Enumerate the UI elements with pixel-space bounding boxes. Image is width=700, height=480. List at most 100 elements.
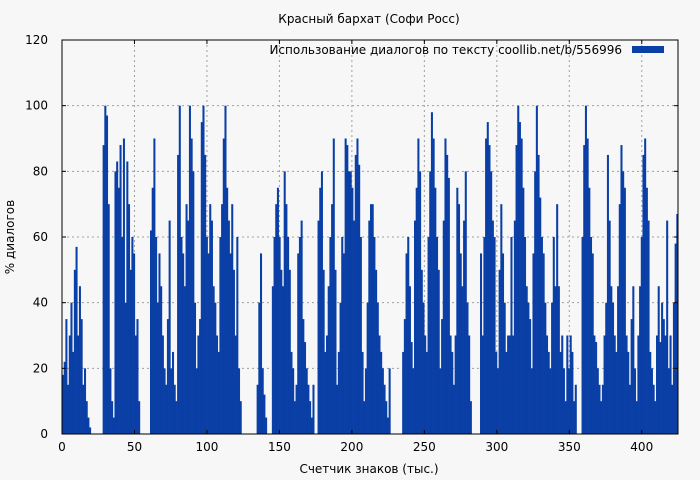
- bar: [238, 368, 241, 434]
- bar: [158, 253, 161, 434]
- bar: [212, 286, 215, 434]
- bar: [305, 368, 308, 434]
- bar: [518, 122, 521, 434]
- bar: [581, 237, 584, 434]
- bar: [610, 286, 613, 434]
- bar: [590, 237, 593, 434]
- bar: [256, 384, 259, 434]
- x-tick-label: 400: [630, 440, 653, 454]
- bar: [75, 246, 78, 434]
- bar: [275, 204, 278, 434]
- bar: [623, 187, 626, 434]
- bar: [172, 351, 175, 434]
- bar: [337, 351, 340, 434]
- bar: [674, 243, 677, 434]
- bar: [109, 368, 112, 434]
- bar: [530, 368, 533, 434]
- bar: [119, 145, 122, 434]
- bar: [293, 401, 296, 434]
- bar: [209, 204, 212, 434]
- bar: [595, 342, 598, 434]
- bar: [312, 384, 315, 434]
- bar: [649, 351, 652, 434]
- bar: [601, 384, 604, 434]
- bar: [292, 368, 295, 434]
- bar: [657, 286, 660, 434]
- bar: [447, 177, 450, 434]
- bar: [420, 269, 423, 434]
- bar: [283, 171, 286, 434]
- bar: [549, 368, 552, 434]
- bar: [493, 237, 496, 434]
- bar: [588, 187, 591, 434]
- bar: [664, 335, 667, 434]
- bar: [63, 361, 66, 434]
- bar: [295, 384, 298, 434]
- bar: [361, 351, 364, 434]
- bar: [527, 302, 530, 434]
- bar: [363, 401, 366, 434]
- bar: [586, 138, 589, 434]
- x-tick-label: 0: [58, 440, 66, 454]
- bar: [73, 269, 76, 434]
- bar: [327, 286, 330, 434]
- bar: [441, 319, 444, 434]
- bar: [326, 335, 329, 434]
- bar: [341, 237, 344, 434]
- bar: [190, 138, 193, 434]
- bar: [562, 368, 565, 434]
- bar: [381, 368, 384, 434]
- bar: [405, 253, 408, 434]
- bar: [564, 401, 567, 434]
- bar: [507, 335, 510, 434]
- bar: [584, 105, 587, 435]
- bar: [600, 401, 603, 434]
- bar: [608, 220, 611, 434]
- bar: [224, 105, 227, 435]
- bar-series: [62, 105, 679, 435]
- bar: [568, 368, 571, 434]
- bar: [466, 302, 469, 434]
- bar: [574, 384, 577, 434]
- bar: [175, 401, 178, 434]
- bar: [194, 302, 197, 434]
- bar: [117, 187, 120, 434]
- bar: [298, 237, 301, 434]
- y-axis-ticks: 0 20 40 60 80 100 120: [25, 33, 678, 441]
- bar: [290, 351, 293, 434]
- bar: [596, 368, 599, 434]
- bar: [260, 253, 263, 434]
- bar: [625, 335, 628, 434]
- bar: [554, 286, 557, 434]
- bar: [402, 351, 405, 434]
- bar: [503, 302, 506, 434]
- bar: [408, 286, 411, 434]
- bar: [161, 335, 164, 434]
- bar: [417, 138, 420, 434]
- bar: [491, 220, 494, 434]
- bar: [214, 302, 217, 434]
- bar: [261, 368, 264, 434]
- bar: [121, 237, 124, 434]
- bar: [304, 342, 307, 434]
- bar: [129, 269, 132, 434]
- bar: [102, 145, 105, 434]
- bar: [659, 342, 662, 434]
- bar: [280, 269, 283, 434]
- bar: [627, 351, 630, 434]
- bar: [155, 237, 158, 434]
- bar: [173, 384, 176, 434]
- bar: [449, 335, 452, 434]
- bar: [437, 269, 440, 434]
- bar: [542, 253, 545, 434]
- bar: [430, 112, 433, 434]
- x-axis-label: Счетчик знаков (тыс.): [299, 462, 438, 476]
- bar: [210, 220, 213, 434]
- bar: [544, 302, 547, 434]
- bar: [654, 401, 657, 434]
- bar: [571, 351, 574, 434]
- bar: [583, 145, 586, 434]
- bar: [529, 319, 532, 434]
- bar: [481, 335, 484, 434]
- bar: [546, 335, 549, 434]
